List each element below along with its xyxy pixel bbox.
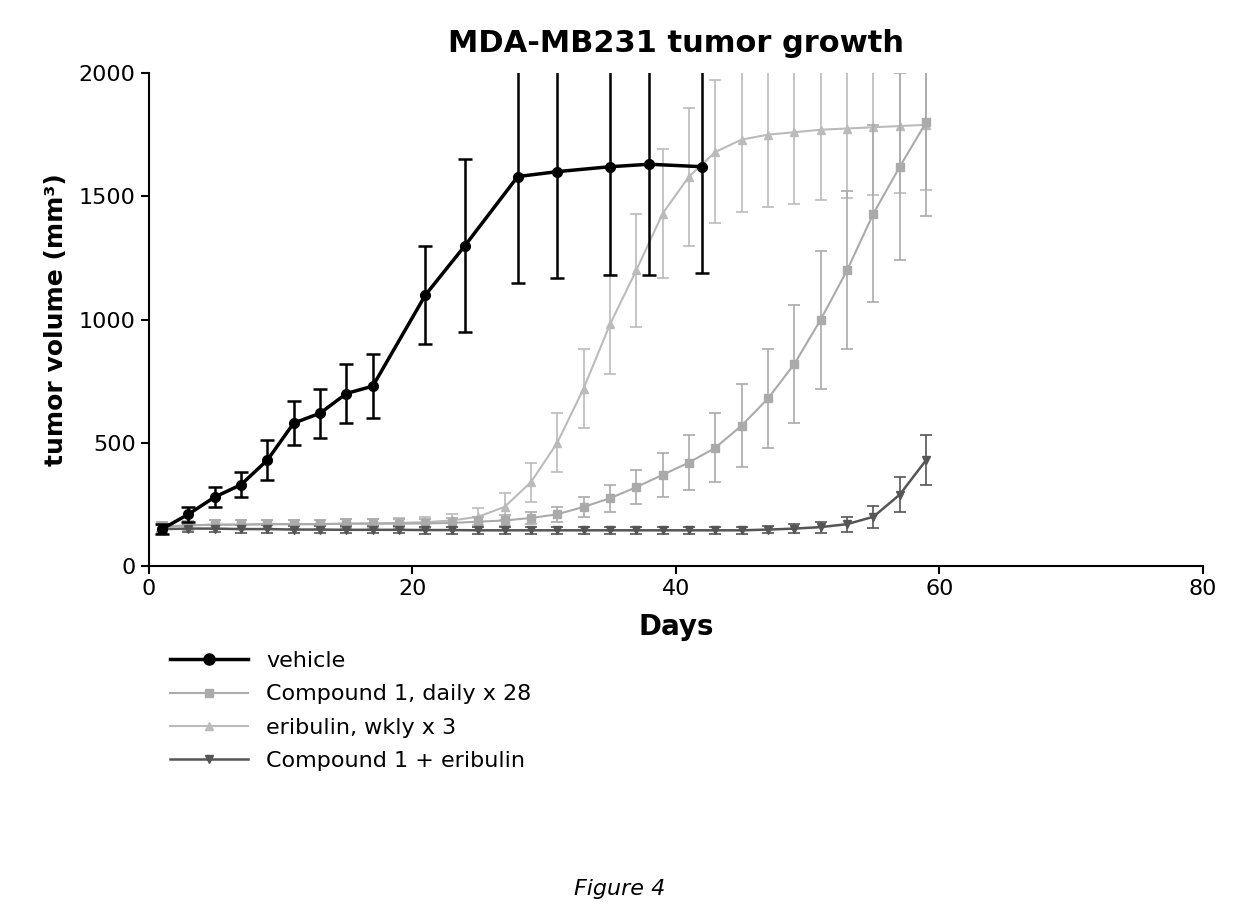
Y-axis label: tumor volume (mm³): tumor volume (mm³) [43, 173, 68, 466]
Legend: vehicle, Compound 1, daily x 28, eribulin, wkly x 3, Compound 1 + eribulin: vehicle, Compound 1, daily x 28, eribuli… [170, 651, 531, 771]
X-axis label: Days: Days [639, 614, 713, 641]
Text: Figure 4: Figure 4 [574, 878, 666, 898]
Title: MDA-MB231 tumor growth: MDA-MB231 tumor growth [448, 29, 904, 58]
